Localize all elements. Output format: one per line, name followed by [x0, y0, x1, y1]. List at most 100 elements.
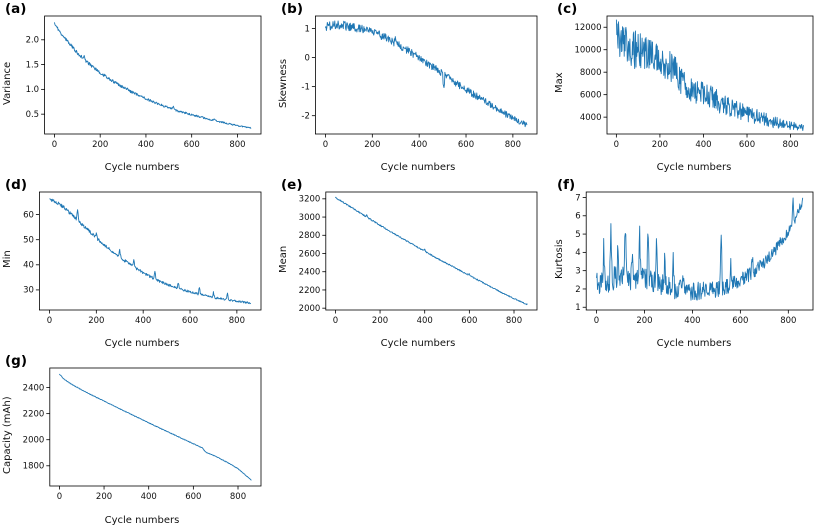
svg-text:600: 600: [732, 316, 748, 326]
svg-text:0: 0: [333, 316, 338, 326]
subplot-d-min: (d) Min 0 200 400 600 800 30 40 50 60 Cycle numb…: [0, 176, 276, 352]
svg-text:600: 600: [184, 140, 200, 150]
panel-label-b: (b): [281, 1, 304, 17]
subplot-f-kurtosis: (f) Kurtosis 0 200 400 600 800 1 2 3 4 5 6 7 Cycle …: [552, 176, 827, 352]
svg-text:30: 30: [23, 286, 34, 296]
svg-text:40: 40: [23, 261, 34, 271]
svg-text:1800: 1800: [23, 462, 45, 472]
svg-text:7: 7: [575, 193, 580, 203]
panel-label-d: (d): [5, 177, 28, 193]
svg-text:6: 6: [575, 212, 580, 222]
panel-label-a: (a): [5, 1, 27, 17]
svg-text:2400: 2400: [299, 268, 321, 278]
svg-text:2000: 2000: [299, 304, 321, 314]
svg-text:2800: 2800: [299, 231, 321, 241]
svg-text:800: 800: [505, 140, 521, 150]
svg-text:800: 800: [229, 316, 245, 326]
panel-label-f: (f): [557, 177, 576, 193]
svg-text:400: 400: [135, 316, 151, 326]
svg-text:600: 600: [182, 316, 198, 326]
svg-text:200: 200: [636, 316, 652, 326]
y-axis-label-g: Capacity (mAh): [2, 396, 13, 474]
svg-text:2200: 2200: [23, 409, 45, 419]
line-chart-e: 0 200 400 600 800 2000 2200 2400 2600 2800 3000 320…: [299, 191, 538, 326]
svg-text:1.5: 1.5: [26, 60, 40, 70]
svg-text:600: 600: [458, 140, 474, 150]
line-chart-b: 0 200 400 600 800 -2 -1 0 1: [301, 15, 538, 150]
svg-text:800: 800: [229, 140, 245, 150]
x-axis-label-g: Cycle numbers: [104, 515, 180, 526]
svg-text:800: 800: [506, 316, 522, 326]
y-axis-label-c: Max: [554, 72, 565, 94]
panel-label-e: (e): [281, 177, 303, 193]
svg-text:2: 2: [575, 285, 580, 295]
y-axis-label-b: Skewness: [278, 58, 289, 108]
panel-label-c: (c): [557, 1, 578, 17]
svg-text:800: 800: [780, 316, 796, 326]
svg-text:2.0: 2.0: [26, 36, 40, 46]
svg-text:400: 400: [141, 492, 157, 502]
y-axis-label-d: Min: [2, 250, 13, 268]
line-chart-f: 0 200 400 600 800 1 2 3 4 5 6 7: [575, 191, 814, 326]
x-axis-label-e: Cycle numbers: [380, 338, 456, 349]
svg-text:2200: 2200: [299, 286, 321, 296]
subplot-g-capacity: (g) Capacity (mAh) 0 200 400 600 800 1800 2000…: [0, 352, 276, 529]
x-axis-label-f: Cycle numbers: [656, 338, 732, 349]
y-axis-label-f: Kurtosis: [554, 239, 565, 279]
svg-text:1.0: 1.0: [26, 85, 40, 95]
svg-text:8000: 8000: [580, 68, 602, 78]
svg-text:200: 200: [372, 316, 388, 326]
x-axis-label-d: Cycle numbers: [104, 338, 180, 349]
svg-text:0: 0: [614, 140, 619, 150]
svg-text:400: 400: [138, 140, 154, 150]
svg-text:12000: 12000: [574, 23, 601, 33]
svg-text:4000: 4000: [580, 113, 602, 123]
svg-text:2000: 2000: [23, 436, 45, 446]
y-axis-label-e: Mean: [278, 245, 289, 273]
svg-text:200: 200: [88, 316, 104, 326]
svg-text:2400: 2400: [23, 383, 45, 393]
svg-text:600: 600: [185, 492, 201, 502]
svg-text:400: 400: [411, 140, 427, 150]
svg-text:50: 50: [23, 236, 34, 246]
svg-text:-1: -1: [301, 82, 309, 92]
svg-text:200: 200: [92, 140, 108, 150]
svg-text:0: 0: [594, 316, 599, 326]
svg-text:800: 800: [230, 492, 246, 502]
subplot-b-skewness: (b) Skewness 0 200 400 600 800 -2 -1 0 1 Cycle n…: [276, 0, 552, 176]
svg-text:2600: 2600: [299, 249, 321, 259]
svg-text:3: 3: [575, 266, 580, 276]
svg-text:600: 600: [739, 140, 755, 150]
svg-text:400: 400: [417, 316, 433, 326]
line-chart-a: 0 200 400 600 800 0.5 1.0 1.5 2.0: [26, 15, 262, 150]
svg-text:0: 0: [57, 492, 62, 502]
subplot-c-max: (c) Max 0 200 400 600 800 4000 6000 8000 10000 12…: [552, 0, 827, 176]
svg-text:4: 4: [575, 248, 580, 258]
svg-text:200: 200: [96, 492, 112, 502]
line-chart-c: 0 200 400 600 800 4000 6000 8000 10000 12000: [574, 15, 814, 150]
line-chart-d: 0 200 400 600 800 30 40 50 60: [23, 191, 262, 326]
svg-text:0: 0: [304, 53, 309, 63]
subplot-e-mean: (e) Mean 0 200 400 600 800 2000 2200 2400 2600 28…: [276, 176, 552, 352]
svg-text:3000: 3000: [299, 213, 321, 223]
svg-text:0.5: 0.5: [26, 110, 40, 120]
svg-text:5: 5: [575, 230, 580, 240]
svg-text:3200: 3200: [299, 195, 321, 205]
svg-text:6000: 6000: [580, 90, 602, 100]
svg-text:400: 400: [684, 316, 700, 326]
y-axis-label-a: Variance: [2, 61, 13, 105]
svg-text:200: 200: [364, 140, 380, 150]
x-axis-label-a: Cycle numbers: [104, 162, 180, 173]
svg-text:0: 0: [47, 316, 52, 326]
subplot-a-variance: (a) Variance 0 200 400 600 800 0.5 1.0 1.5 2.0 C…: [0, 0, 276, 176]
svg-text:200: 200: [652, 140, 668, 150]
svg-text:0: 0: [52, 140, 57, 150]
svg-text:1: 1: [304, 24, 309, 34]
svg-text:0: 0: [323, 140, 328, 150]
panel-label-g: (g): [5, 353, 28, 369]
svg-text:-2: -2: [301, 111, 309, 121]
svg-text:800: 800: [782, 140, 798, 150]
svg-text:400: 400: [695, 140, 711, 150]
svg-text:10000: 10000: [574, 46, 601, 56]
